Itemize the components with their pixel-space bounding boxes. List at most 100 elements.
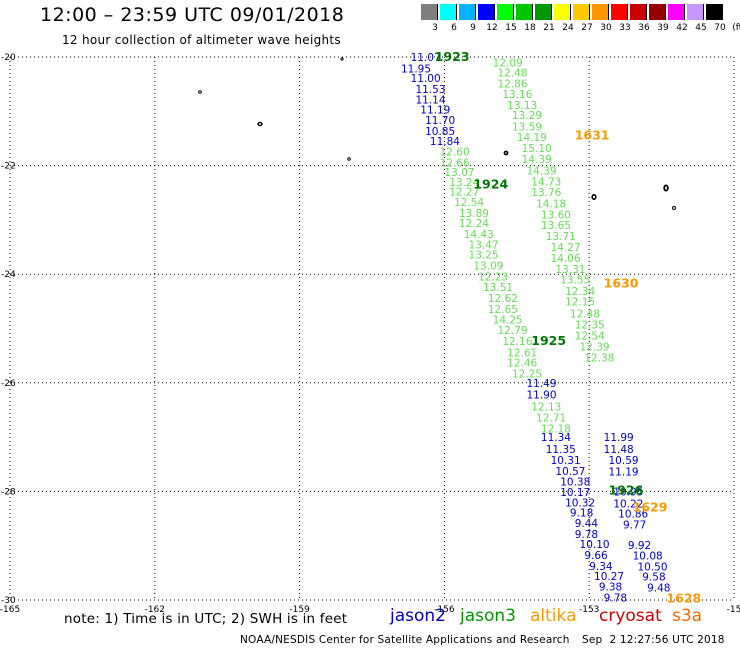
credit-text: NOAA/NESDIS Center for Satellite Applica… xyxy=(240,634,570,646)
color-scale-label: 36 xyxy=(638,23,650,33)
color-scale-cell xyxy=(687,4,704,20)
x-tick-label: -162 xyxy=(145,605,165,615)
jason3-wave-height-label: 12.18 xyxy=(541,423,571,435)
jason3-wave-height-label: 15.10 xyxy=(522,143,552,155)
jason2-wave-height-label: 10.59 xyxy=(609,455,639,467)
x-tick-label: -165 xyxy=(0,605,20,615)
color-scale-label: 6 xyxy=(451,23,457,33)
wave-height-labels: 11.0711.9511.0011.5311.1411.1911.7010.85… xyxy=(401,52,671,604)
jason3-wave-height-label: 12.38 xyxy=(584,352,614,364)
jason3-wave-height-label: 13.31 xyxy=(555,264,585,276)
jason3-wave-height-label: 14.43 xyxy=(464,229,494,241)
jason3-wave-height-label: 13.89 xyxy=(459,208,489,220)
color-scale-cell xyxy=(516,4,533,20)
jason2-wave-height-label: 9.44 xyxy=(575,518,599,530)
pass-time-annotation: 1631 xyxy=(575,128,610,143)
jason3-wave-height-label: 13.13 xyxy=(507,100,537,112)
jason3-wave-height-label: 12.23 xyxy=(478,271,508,283)
jason2-wave-height-label: 11.19 xyxy=(420,105,450,117)
legend-s3a: s3a xyxy=(672,606,703,626)
jason2-wave-height-label: 11.70 xyxy=(425,115,455,127)
color-scale-cell xyxy=(478,4,495,20)
y-tick-label: -20 xyxy=(1,53,16,63)
jason2-wave-height-label: 9.92 xyxy=(628,540,651,552)
jason2-wave-height-label: 10.22 xyxy=(613,498,643,510)
island-shape xyxy=(198,90,202,94)
y-tick-label: -26 xyxy=(1,379,16,389)
jason3-wave-height-label: 12.62 xyxy=(488,293,518,305)
color-scale-cell xyxy=(535,4,552,20)
jason2-wave-height-label: 11.48 xyxy=(604,444,634,456)
color-scale-label: 24 xyxy=(562,23,574,33)
jason3-wave-height-label: 13.07 xyxy=(444,167,474,179)
color-scale-label: 33 xyxy=(619,23,631,33)
jason2-wave-height-label: 9.34 xyxy=(589,561,613,573)
island-shape xyxy=(257,121,263,127)
jason3-wave-height-label: 12.54 xyxy=(575,331,605,343)
jason3-wave-height-label: 13.71 xyxy=(546,231,576,243)
x-tick-label: -15 xyxy=(727,605,740,615)
color-scale-label: 42 xyxy=(676,23,688,33)
jason3-wave-height-label: 14.19 xyxy=(517,132,547,144)
jason3-wave-height-label: 12.48 xyxy=(570,308,600,320)
jason3-wave-height-label: 13.59 xyxy=(512,122,542,134)
timestamp-text: Sep 2 12:27:56 UTC 2018 xyxy=(582,634,725,646)
color-scale-label: 70 xyxy=(714,23,726,33)
color-scale-cell xyxy=(706,4,723,20)
jason2-wave-height-label: 11.14 xyxy=(415,94,445,106)
island-shape xyxy=(591,194,597,201)
jason3-wave-height-label: 12.15 xyxy=(565,296,595,308)
jason3-wave-height-label: 12.86 xyxy=(497,79,527,91)
jason2-wave-height-label: 11.49 xyxy=(526,378,556,390)
color-scale-label: 15 xyxy=(505,23,517,33)
jason3-wave-height-label: 13.55 xyxy=(560,275,590,287)
jason2-wave-height-label: 10.27 xyxy=(594,571,624,583)
island-shape xyxy=(340,57,344,61)
jason3-wave-height-label: 12.24 xyxy=(459,218,489,230)
color-scale-label: (ft) xyxy=(732,23,740,33)
jason2-wave-height-label: 11.19 xyxy=(609,466,639,478)
jason3-wave-height-label: 14.25 xyxy=(493,314,523,326)
jason3-wave-height-label: 12.46 xyxy=(507,358,537,370)
color-scale-cell xyxy=(630,4,647,20)
pass-time-annotation: 1629 xyxy=(633,500,668,515)
pass-time-annotation: 1926 xyxy=(609,482,644,497)
pass-time-annotation: 1628 xyxy=(666,590,701,605)
jason3-wave-height-label: 13.25 xyxy=(469,250,499,262)
color-scale-cell xyxy=(573,4,590,20)
jason3-wave-height-label: 13.47 xyxy=(469,239,499,251)
jason2-wave-height-label: 9.78 xyxy=(575,529,598,541)
jason3-wave-height-label: 14.39 xyxy=(522,154,552,166)
jason3-wave-height-label: 12.79 xyxy=(497,325,527,337)
jason2-wave-height-label: 10.57 xyxy=(555,466,585,478)
legend-jason2: jason2 xyxy=(390,606,446,626)
x-tick-label: -153 xyxy=(579,605,599,615)
jason3-wave-height-label: 12.27 xyxy=(449,187,479,199)
units-note: note: 1) Time is in UTC; 2) SWH is in fe… xyxy=(64,611,348,627)
jason3-wave-height-label: 12.61 xyxy=(507,347,537,359)
color-scale-cell xyxy=(421,4,438,20)
jason3-wave-height-label: 14.27 xyxy=(551,242,581,254)
jason3-wave-height-label: 12.13 xyxy=(531,402,561,414)
jason2-wave-height-label: 9.78 xyxy=(604,592,627,604)
jason3-wave-height-label: 12.48 xyxy=(497,68,527,80)
y-tick-label: -24 xyxy=(1,270,16,280)
jason2-wave-height-label: 10.50 xyxy=(637,561,667,573)
jason3-wave-height-label: 13.76 xyxy=(531,187,561,199)
x-tick-label: -156 xyxy=(434,605,455,615)
jason3-wave-height-label: 13.51 xyxy=(483,282,513,294)
jason2-wave-height-label: 10.85 xyxy=(425,126,455,138)
jason3-wave-height-label: 13.60 xyxy=(541,209,571,221)
jason2-wave-height-label: 10.08 xyxy=(633,550,663,562)
chart-subtitle: 12 hour collection of altimeter wave hei… xyxy=(62,33,341,47)
jason3-wave-height-label: 14.06 xyxy=(551,253,581,265)
jason2-wave-height-label: 9.18 xyxy=(570,508,593,520)
color-scale-label: 45 xyxy=(695,23,707,33)
time-annotations: 1923 1924 1925 1926 1631 1630 1629 1628 xyxy=(435,49,701,605)
jason2-wave-height-label: 11.99 xyxy=(604,432,634,444)
y-tick-label: -22 xyxy=(1,162,16,172)
color-scale-cell xyxy=(611,4,628,20)
color-scale-label: 21 xyxy=(543,23,555,33)
jason2-wave-height-label: 11.53 xyxy=(415,84,445,96)
legend-altika: altika xyxy=(530,606,577,626)
